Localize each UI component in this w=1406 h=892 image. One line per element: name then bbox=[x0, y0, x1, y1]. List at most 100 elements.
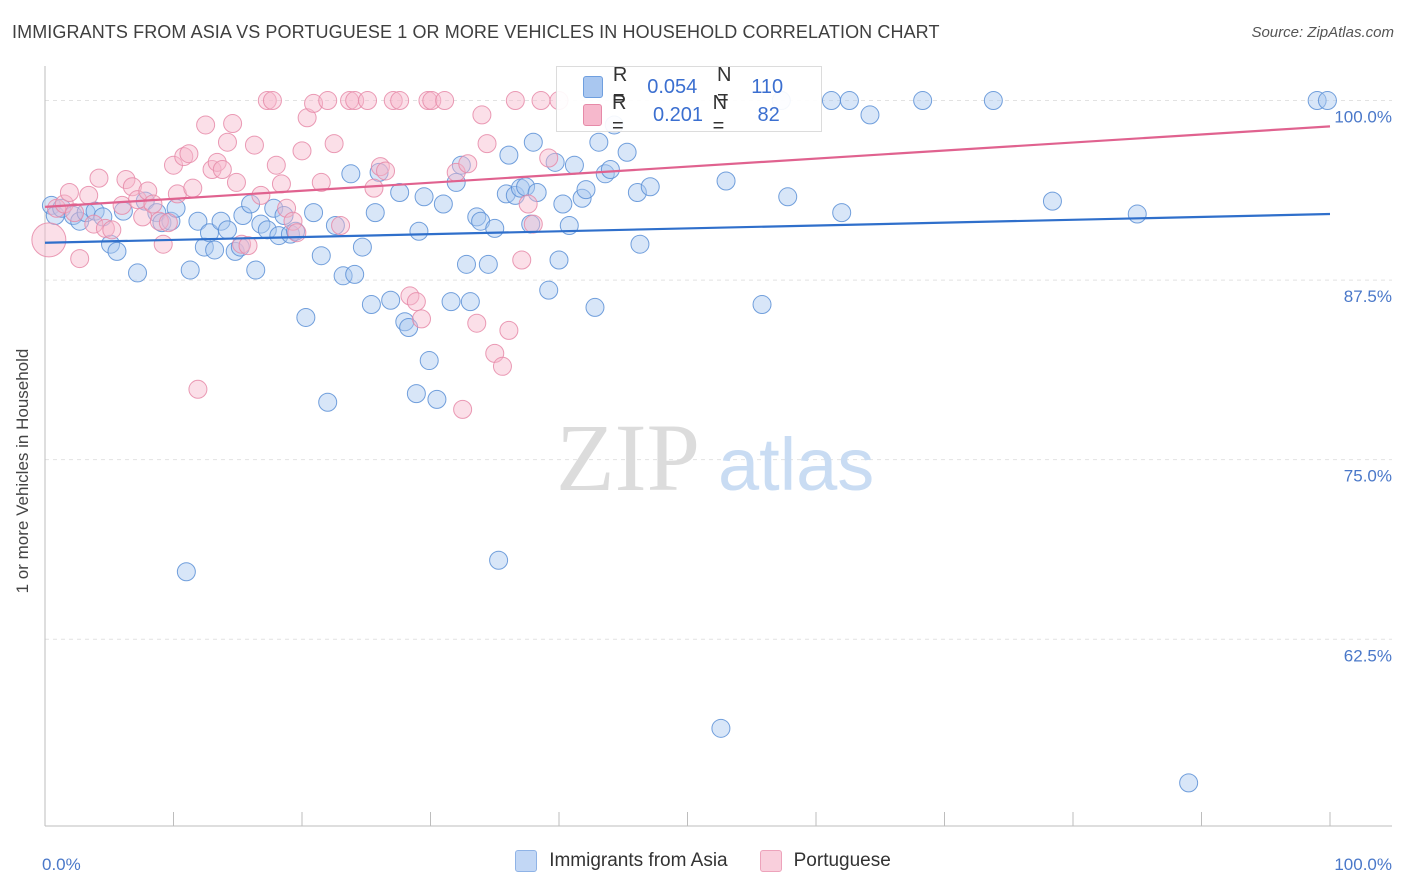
point-portuguese bbox=[70, 249, 90, 269]
point-immigrants-from-asia bbox=[489, 550, 509, 570]
point-portuguese bbox=[153, 234, 173, 254]
watermark-atlas: atlas bbox=[718, 423, 874, 506]
point-immigrants-from-asia bbox=[176, 562, 196, 582]
point-portuguese bbox=[59, 182, 79, 202]
point-portuguese bbox=[116, 170, 136, 190]
point-portuguese bbox=[467, 313, 487, 333]
point-portuguese bbox=[89, 168, 109, 188]
point-immigrants-from-asia bbox=[600, 160, 620, 180]
point-portuguese bbox=[324, 134, 344, 154]
legend-label-asia: Immigrants from Asia bbox=[549, 850, 728, 871]
point-immigrants-from-asia bbox=[180, 260, 200, 280]
point-immigrants-from-asia bbox=[395, 312, 415, 332]
point-portuguese bbox=[477, 134, 497, 154]
trend-lines bbox=[44, 125, 1331, 244]
point-portuguese bbox=[472, 105, 492, 125]
point-portuguese bbox=[238, 236, 258, 256]
r-value: 0.201 bbox=[652, 103, 704, 126]
watermark: ZIP atlas bbox=[556, 404, 874, 511]
y-axis-label: 1 or more Vehicles in Household bbox=[13, 348, 32, 594]
point-immigrants-from-asia bbox=[860, 105, 880, 125]
stats-row-asia: R = 0.054 N = 110 bbox=[557, 64, 821, 109]
stats-row-portuguese: R = 0.201 N = 82 bbox=[557, 92, 824, 137]
point-portuguese bbox=[287, 223, 307, 243]
point-portuguese bbox=[318, 91, 338, 111]
point-portuguese bbox=[143, 194, 163, 214]
point-immigrants-from-asia bbox=[553, 194, 573, 214]
point-portuguese bbox=[412, 309, 432, 329]
point-immigrants-from-asia bbox=[640, 177, 660, 197]
point-immigrants-from-asia bbox=[716, 171, 736, 191]
point-portuguese bbox=[523, 214, 543, 234]
point-immigrants-from-asia bbox=[778, 187, 798, 207]
point-portuguese bbox=[188, 379, 208, 399]
point-immigrants-from-asia bbox=[983, 91, 1003, 111]
legend-label-portuguese: Portuguese bbox=[793, 850, 891, 871]
legend-item-portuguese: Portuguese bbox=[759, 850, 891, 872]
n-label: N = bbox=[712, 92, 728, 137]
point-portuguese bbox=[84, 214, 104, 234]
point-immigrants-from-asia bbox=[352, 237, 372, 257]
point-immigrants-from-asia bbox=[246, 260, 266, 280]
point-immigrants-from-asia bbox=[460, 292, 480, 312]
chart-title: IMMIGRANTS FROM ASIA VS PORTUGUESE 1 OR … bbox=[12, 22, 940, 42]
point-portuguese bbox=[262, 91, 282, 111]
point-immigrants-from-asia bbox=[589, 132, 609, 152]
point-portuguese bbox=[102, 220, 122, 240]
point-portuguese bbox=[266, 155, 286, 175]
point-immigrants-from-asia bbox=[456, 254, 476, 274]
point-portuguese bbox=[232, 234, 252, 254]
point-immigrants-from-asia bbox=[365, 203, 385, 223]
point-portuguese bbox=[179, 144, 199, 164]
point-immigrants-from-asia bbox=[478, 254, 498, 274]
point-portuguese bbox=[271, 174, 291, 194]
point-immigrants-from-asia bbox=[839, 91, 859, 111]
point-portuguese bbox=[383, 91, 403, 111]
legend-swatch-asia bbox=[515, 850, 538, 872]
point-portuguese bbox=[531, 91, 551, 111]
point-immigrants-from-asia bbox=[585, 297, 605, 317]
point-immigrants-from-asia bbox=[821, 91, 841, 111]
point-portuguese bbox=[212, 160, 232, 180]
point-immigrants-from-asia bbox=[325, 216, 345, 236]
x-tick-label: 0.0% bbox=[42, 855, 81, 874]
point-immigrants-from-asia bbox=[188, 211, 208, 231]
y-tick-labels: 62.5% 75.0% 87.5% 100.0% bbox=[1334, 108, 1392, 666]
n-value: 110 bbox=[751, 75, 784, 98]
point-immigrants-from-asia bbox=[409, 221, 429, 241]
point-portuguese bbox=[304, 93, 324, 113]
trend-line-portuguese bbox=[44, 125, 1331, 208]
point-immigrants-from-asia bbox=[361, 295, 381, 315]
point-immigrants-from-asia bbox=[381, 290, 401, 310]
point-immigrants-from-asia bbox=[539, 280, 559, 300]
point-portuguese bbox=[292, 141, 312, 161]
trend-line-immigrants-from-asia bbox=[44, 212, 1331, 244]
point-immigrants-from-asia bbox=[318, 392, 338, 412]
point-immigrants-from-asia bbox=[311, 246, 331, 266]
point-portuguese bbox=[183, 178, 203, 198]
point-immigrants-from-asia bbox=[1179, 773, 1199, 793]
point-portuguese bbox=[364, 178, 384, 198]
point-portuguese bbox=[539, 148, 559, 168]
point-immigrants-from-asia bbox=[419, 351, 439, 371]
legend-swatch-asia bbox=[583, 76, 603, 98]
point-immigrants-from-asia bbox=[576, 180, 596, 200]
point-immigrants-from-asia bbox=[617, 142, 637, 162]
data-points bbox=[31, 91, 1337, 793]
point-immigrants-from-asia bbox=[433, 194, 453, 214]
point-portuguese bbox=[331, 216, 351, 236]
point-portuguese bbox=[376, 161, 396, 181]
legend-swatch-portuguese bbox=[583, 104, 603, 126]
point-immigrants-from-asia bbox=[274, 205, 294, 225]
point-immigrants-from-asia bbox=[564, 155, 584, 175]
y-tick-label: 100.0% bbox=[1334, 108, 1392, 127]
n-label: N = bbox=[716, 64, 732, 109]
point-immigrants-from-asia bbox=[427, 389, 447, 409]
point-portuguese bbox=[518, 194, 538, 214]
point-immigrants-from-asia bbox=[128, 263, 148, 283]
point-portuguese bbox=[492, 356, 512, 376]
point-portuguese bbox=[217, 132, 237, 152]
point-immigrants-from-asia bbox=[414, 187, 434, 207]
point-immigrants-from-asia bbox=[752, 295, 772, 315]
